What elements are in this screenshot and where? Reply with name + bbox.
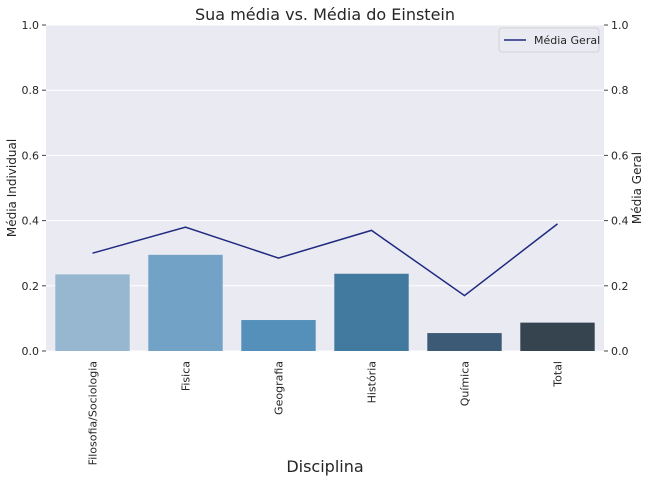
x-axis-label: Disciplina xyxy=(286,457,363,476)
x-tick-label-2: Geografia xyxy=(273,361,286,415)
bar-series xyxy=(55,254,595,351)
x-tick-label-1: Fisica xyxy=(180,361,193,391)
bar-4 xyxy=(427,333,502,351)
legend-label: Média Geral xyxy=(534,34,600,47)
line-series xyxy=(92,223,558,297)
legend-box xyxy=(498,27,600,53)
y-tick-label-left-3: 0.6 xyxy=(22,149,40,162)
y-tick-label-left-0: 0.0 xyxy=(22,345,40,358)
y-tick-label-left-2: 0.4 xyxy=(22,215,40,228)
y-tick-label-left-1: 0.2 xyxy=(22,280,40,293)
y-tick-label-right-1: 0.2 xyxy=(611,280,629,293)
x-tick-label-3: História xyxy=(366,361,379,403)
y-tick-label-right-2: 0.4 xyxy=(611,215,629,228)
y-tick-label-right-3: 0.6 xyxy=(611,149,629,162)
plot-area xyxy=(46,25,604,351)
y-tick-label-right-4: 0.8 xyxy=(611,84,629,97)
y-tick-label-left-5: 1.0 xyxy=(22,19,40,32)
y-tick-label-right-5: 1.0 xyxy=(611,19,629,32)
bar-3 xyxy=(334,273,409,351)
right-axis-ticks: 0.0 0.2 0.4 0.6 0.8 1.0 xyxy=(604,19,629,358)
left-axis-ticks: 0.0 0.2 0.4 0.6 0.8 1.0 xyxy=(22,19,46,358)
x-tick-label-5: Total xyxy=(552,361,565,388)
gridlines xyxy=(46,24,604,352)
y-tick-label-left-4: 0.8 xyxy=(22,84,40,97)
y-tick-label-right-0: 0.0 xyxy=(611,345,629,358)
x-axis-ticks: Filosofia/Sociologia Fisica Geografia Histó… xyxy=(87,361,565,465)
bar-2 xyxy=(241,320,316,351)
chart-title: Sua média vs. Média do Einstein xyxy=(195,5,455,24)
bar-0 xyxy=(55,274,130,351)
y-axis-label-right: Média Geral xyxy=(630,152,644,224)
legend: Média Geral xyxy=(498,27,600,53)
y-axis-label-left: Média Individual xyxy=(5,139,19,237)
x-tick-label-4: Química xyxy=(459,361,472,406)
bar-5 xyxy=(520,322,595,351)
bar-1 xyxy=(148,254,223,351)
line-media-geral xyxy=(92,223,558,297)
x-tick-label-0: Filosofia/Sociologia xyxy=(87,361,100,465)
